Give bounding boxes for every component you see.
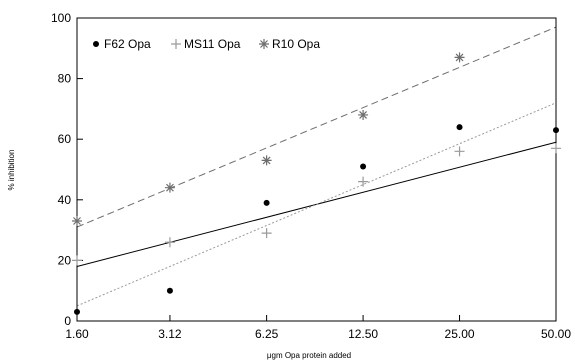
x-tick-label: 6.25	[255, 327, 279, 341]
data-point	[171, 39, 181, 49]
data-point	[553, 127, 559, 134]
data-point	[74, 308, 80, 315]
data-point	[358, 109, 369, 120]
x-axis-title: μgm Opa protein added	[267, 351, 351, 360]
data-point	[261, 228, 272, 239]
data-points	[72, 52, 561, 315]
data-point	[261, 155, 272, 166]
trend-line	[76, 102, 557, 307]
x-tick-label: 25.00	[445, 327, 475, 341]
data-point	[263, 199, 270, 206]
data-point	[164, 182, 175, 193]
x-tick-label: 50.00	[541, 327, 571, 341]
y-tick-label: 40	[58, 193, 72, 207]
data-point	[454, 146, 465, 157]
trend-lines	[76, 26, 557, 307]
y-tick-label: 20	[58, 253, 72, 267]
x-tick-label: 1.60	[65, 327, 89, 341]
y-tick-label: 80	[58, 72, 72, 86]
y-axis-title: % inhibition	[7, 150, 16, 191]
legend-label: MS11 Opa	[184, 37, 241, 51]
legend-label: R10 Opa	[272, 37, 320, 51]
y-tick-label: 60	[58, 132, 72, 146]
plot-frame	[76, 17, 557, 322]
data-point	[259, 39, 269, 49]
x-tick-label: 3.12	[158, 327, 182, 341]
x-tick-label: 12.50	[348, 327, 378, 341]
data-point	[456, 124, 463, 131]
y-tick-label: 100	[51, 11, 71, 25]
legend: F62 Opa MS11 Opa R10 Opa	[93, 37, 320, 51]
data-point	[551, 143, 561, 154]
data-point	[166, 287, 173, 294]
data-point	[72, 255, 82, 266]
data-point	[164, 237, 175, 248]
axes: 0 20 40 60 80 100 1.60 3.12 6.25 12.50 25.00 50.00	[51, 11, 571, 341]
trend-line	[76, 26, 557, 228]
y-tick-label: 0	[64, 314, 71, 328]
data-point	[72, 216, 82, 227]
data-point	[93, 41, 99, 47]
data-point	[358, 176, 369, 187]
legend-label: F62 Opa	[104, 37, 151, 51]
data-point	[454, 52, 465, 63]
data-point	[360, 163, 367, 170]
